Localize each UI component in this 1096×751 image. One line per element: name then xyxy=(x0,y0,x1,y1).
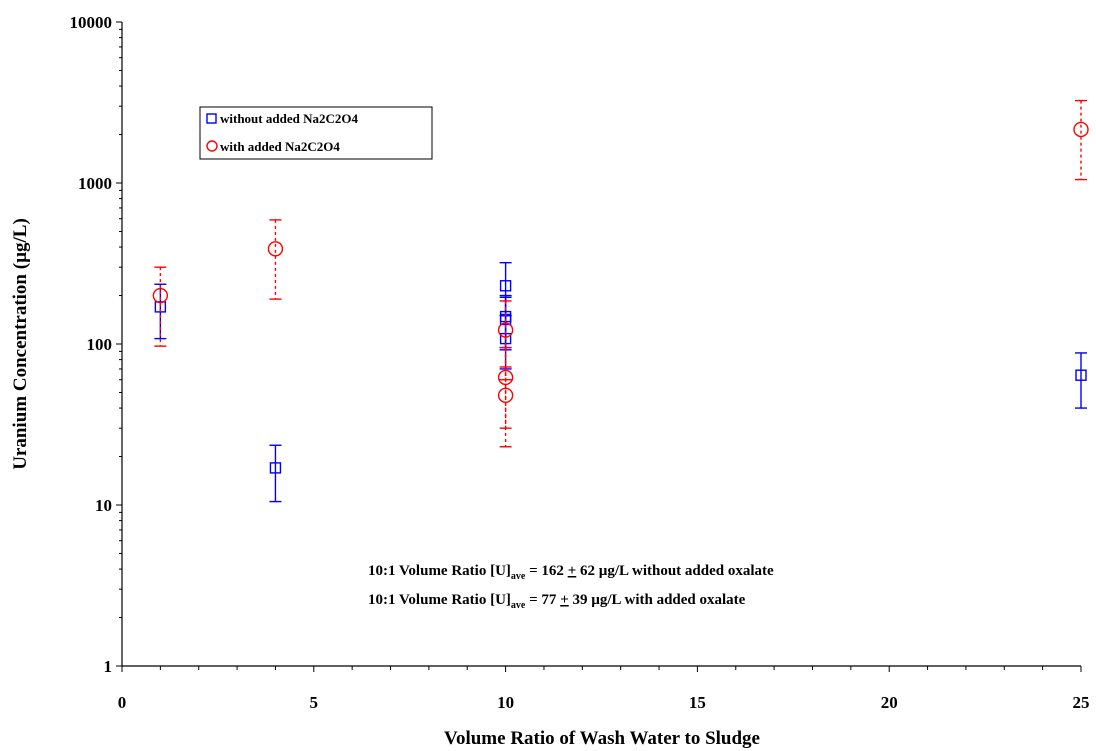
x-tick-labels: 0 5 10 15 20 25 xyxy=(118,693,1090,712)
data-point-circle xyxy=(1073,121,1089,138)
data-point-circle xyxy=(497,322,514,338)
series-with-oxalate xyxy=(152,99,1089,448)
y-tick-label: 10 xyxy=(95,496,112,515)
annotation-without-oxalate: 10:1 Volume Ratio [U]ave = 162 + 62 µg/L… xyxy=(368,563,774,582)
x-axis-title: Volume Ratio of Wash Water to Sludge xyxy=(444,728,760,749)
y-tick-label: 1 xyxy=(104,657,113,676)
x-tick-label: 20 xyxy=(881,693,898,712)
data-point-square xyxy=(499,280,512,292)
x-tick-label: 15 xyxy=(689,693,706,712)
axes xyxy=(116,21,1082,672)
annotations: 10:1 Volume Ratio [U]ave = 162 + 62 µg/L… xyxy=(368,563,774,611)
x-tick-label: 0 xyxy=(118,693,127,712)
series-layer xyxy=(152,99,1089,503)
data-point-circle xyxy=(497,387,514,404)
legend-circle-marker xyxy=(206,140,218,152)
x-tick-label: 5 xyxy=(310,693,319,712)
data-point-circle xyxy=(152,287,169,304)
y-axis-title: Uranium Concentration (µg/L) xyxy=(10,218,31,470)
data-point-square xyxy=(269,462,282,474)
legend-box xyxy=(199,106,433,160)
series-without-oxalate xyxy=(154,261,1087,503)
legend-label-with: with added Na2C2O4 xyxy=(220,139,340,154)
data-point-circle xyxy=(267,241,284,257)
legend-label-without: without added Na2C2O4 xyxy=(220,111,358,126)
x-tick-label: 10 xyxy=(497,693,514,712)
y-tick-label: 10000 xyxy=(70,13,113,32)
legend: without added Na2C2O4 with added Na2C2O4 xyxy=(199,106,433,160)
y-tick-labels: 1 10 100 1000 10000 xyxy=(70,13,113,676)
data-point-square xyxy=(1075,369,1087,381)
annotation-with-oxalate: 10:1 Volume Ratio [U]ave = 77 + 39 µg/L … xyxy=(368,592,746,611)
y-tick-label: 1000 xyxy=(78,174,112,193)
legend-square-marker xyxy=(206,113,217,124)
data-point-circle xyxy=(497,369,514,386)
x-tick-label: 25 xyxy=(1073,693,1090,712)
y-tick-label: 100 xyxy=(87,335,113,354)
